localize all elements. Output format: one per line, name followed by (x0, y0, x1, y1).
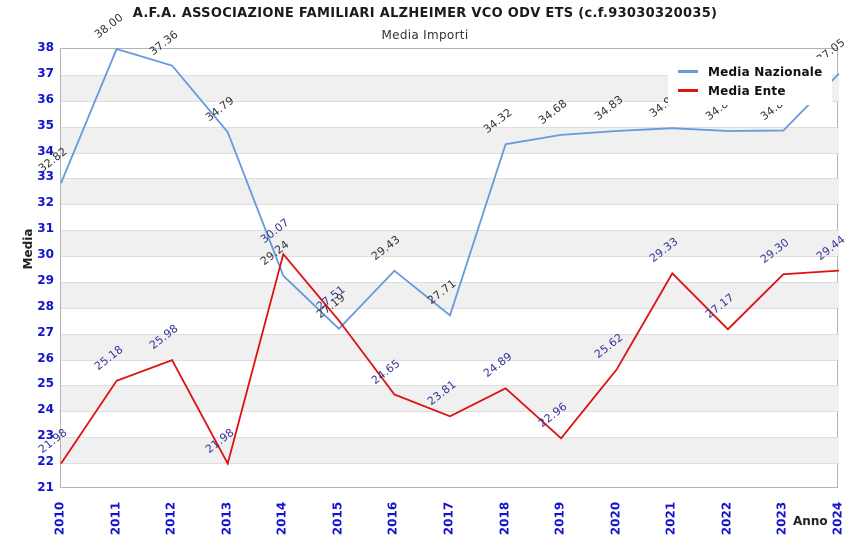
y-tick-label: 24 (37, 402, 54, 417)
chart-title: A.F.A. ASSOCIAZIONE FAMILIARI ALZHEIMER … (132, 6, 718, 21)
grid-band (61, 230, 839, 257)
y-tick-label: 28 (37, 298, 54, 313)
nazionale-line-swatch-icon (678, 70, 698, 73)
grid-band (61, 333, 839, 360)
gridline (61, 281, 839, 283)
y-tick-label: 32 (37, 195, 54, 210)
y-tick-label: 22 (37, 454, 54, 469)
legend-item-ente: Media Ente (678, 81, 822, 100)
x-tick-label: 2010 (52, 501, 67, 536)
grid-band (61, 178, 839, 205)
legend: Media Nazionale Media Ente (668, 57, 833, 105)
ente-line-swatch-icon (678, 89, 698, 92)
y-tick-label: 23 (37, 428, 54, 443)
x-tick-label: 2013 (219, 501, 234, 536)
gridline (61, 126, 839, 128)
x-tick-label: 2017 (441, 501, 456, 536)
x-tick-label: 2023 (774, 501, 789, 536)
y-tick-label: 37 (37, 65, 54, 80)
y-tick-label: 30 (37, 247, 54, 262)
gridline (61, 385, 839, 387)
x-tick-label: 2015 (330, 501, 345, 536)
legend-label-ente: Media Ente (708, 83, 786, 98)
x-axis-title: Anno (793, 514, 828, 528)
y-tick-label: 34 (37, 143, 54, 158)
gridline (61, 307, 839, 309)
plot-area: 32.82 38.00 37.36 34.79 29.24 27.19 29.43 27.71… (36, 11, 848, 488)
gridline (61, 333, 839, 335)
series-line-ente (60, 252, 840, 467)
gridline (61, 463, 839, 465)
y-tick-label: 26 (37, 350, 54, 365)
gridline (61, 256, 839, 258)
y-tick-label: 21 (37, 480, 54, 494)
series-line-nazionale (60, 47, 840, 331)
grid-band (61, 437, 839, 464)
y-tick-label: 33 (37, 169, 54, 184)
x-tick-label: 2011 (108, 501, 123, 536)
series-lines (60, 47, 840, 467)
chart-subtitle: Media Importi (381, 28, 469, 42)
y-tick-label: 29 (37, 272, 54, 287)
grid-band (61, 281, 839, 308)
y-tick-label: 25 (37, 376, 54, 391)
gridline (61, 100, 839, 102)
y-tick-label: 31 (37, 221, 54, 236)
y-tick-label: 38 (37, 40, 54, 54)
legend-label-nazionale: Media Nazionale (708, 64, 823, 79)
x-tick-label: 2024 (830, 501, 845, 536)
y-tick-label: 35 (37, 117, 54, 132)
x-tick-label: 2021 (663, 501, 678, 536)
x-tick-label: 2022 (719, 501, 734, 536)
y-tick-label: 27 (37, 324, 54, 339)
x-tick-label: 2016 (385, 501, 400, 536)
gridline (61, 411, 839, 413)
gridline (61, 230, 839, 232)
x-tick-label: 2019 (552, 501, 567, 536)
gridline (61, 152, 839, 154)
x-tick-label: 2018 (497, 501, 512, 536)
x-tick-label: 2012 (163, 501, 178, 536)
legend-item-nazionale: Media Nazionale (678, 62, 822, 81)
gridline (61, 437, 839, 439)
gridline (61, 178, 839, 180)
y-tick-label: 36 (37, 91, 54, 106)
x-tick-label: 2014 (274, 501, 289, 536)
x-tick-label: 2020 (608, 501, 623, 536)
gridline (61, 359, 839, 361)
gridline (61, 204, 839, 206)
gridline (61, 74, 839, 76)
grid-band (61, 385, 839, 412)
